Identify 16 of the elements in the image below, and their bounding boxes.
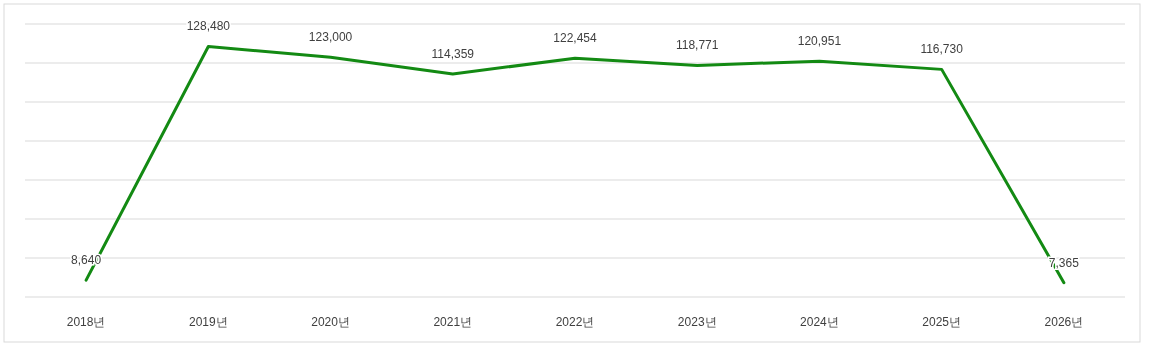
x-tick-label: 2019년	[188, 315, 228, 329]
x-tick-label: 2024년	[800, 315, 839, 329]
data-label: 123,000	[308, 30, 353, 45]
data-label: 128,480	[186, 19, 231, 34]
x-tick-label: 2023년	[677, 315, 717, 329]
x-tick-label: 2021년	[433, 315, 473, 329]
x-tick-label: 2018년	[66, 315, 106, 329]
data-label: 122,454	[553, 31, 598, 46]
data-label: 116,730	[920, 42, 964, 57]
data-label: 120,951	[797, 34, 842, 49]
x-tick-label: 2022년	[555, 315, 595, 329]
x-tick-label: 2020년	[311, 315, 350, 329]
data-label: 118,771	[675, 38, 719, 53]
x-tick-label: 2025년	[922, 315, 962, 329]
data-label: 114,359	[431, 47, 475, 61]
x-tick-label: 2026년	[1044, 315, 1084, 329]
